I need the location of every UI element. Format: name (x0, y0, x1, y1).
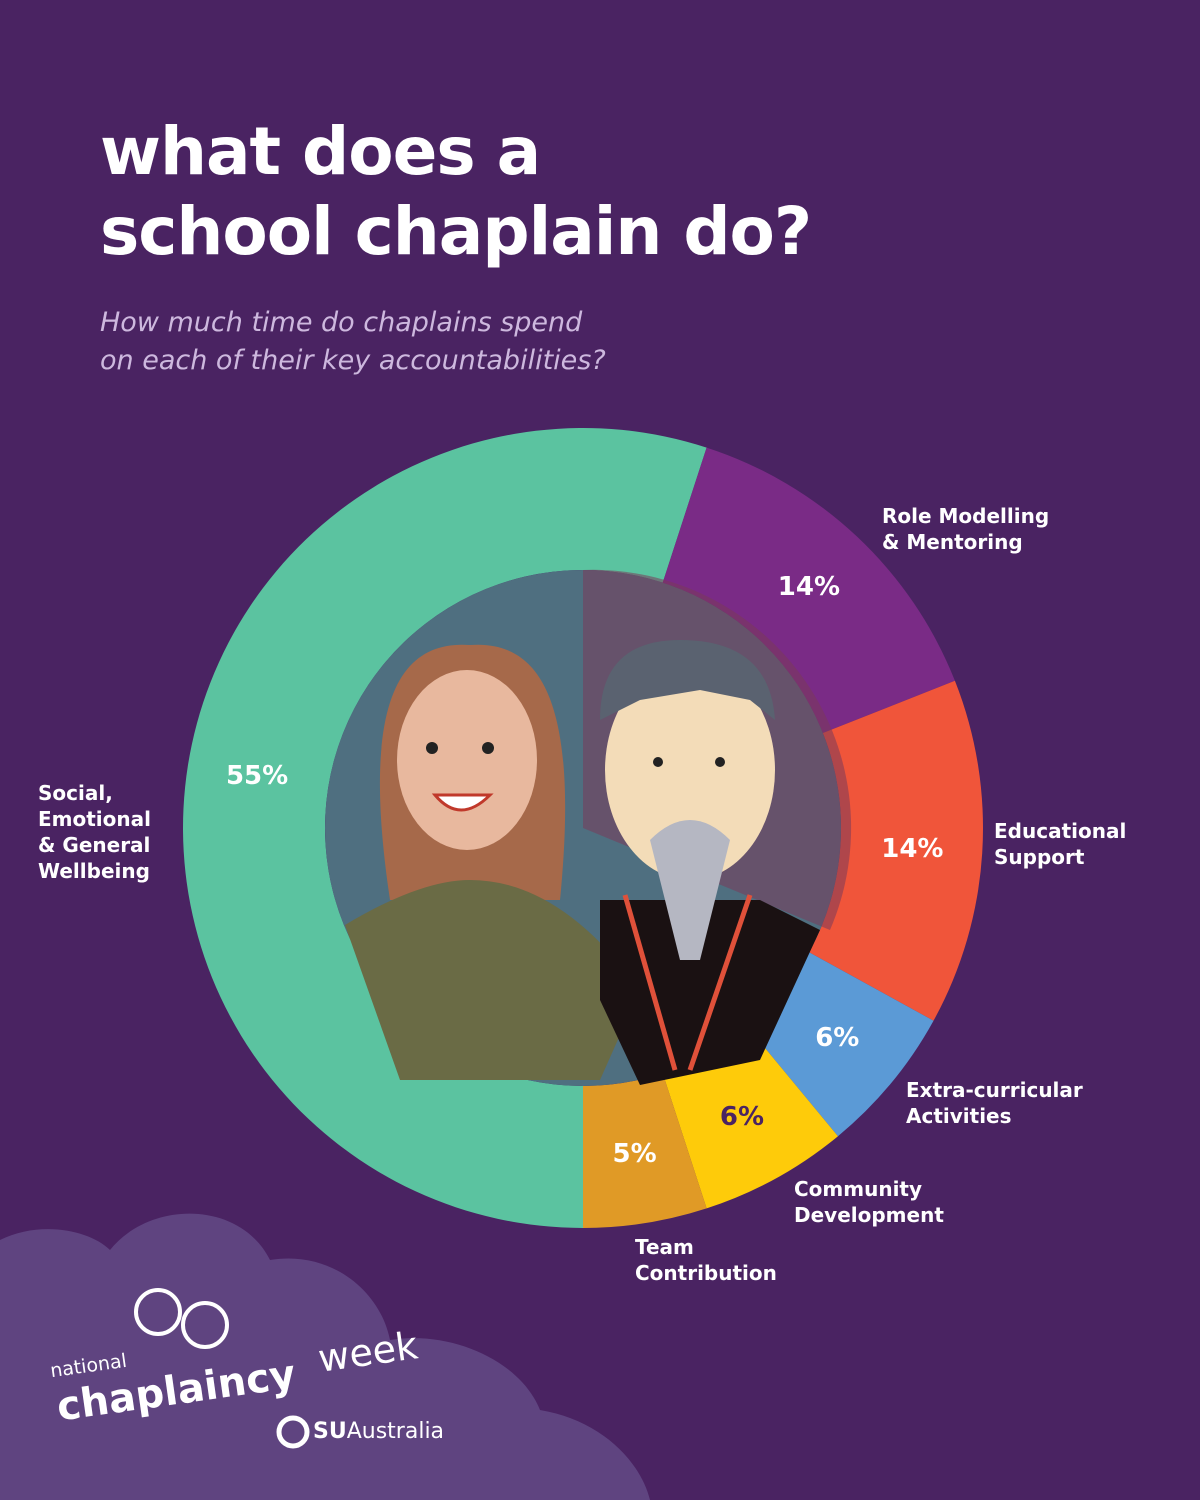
value-label: 6% (719, 1102, 765, 1133)
slice (583, 1073, 707, 1228)
brand-bold: SU (313, 1419, 347, 1444)
donut (182, 427, 983, 1228)
category-label: Educational Support (994, 819, 1127, 869)
title: what does a school chaplain do? (100, 113, 812, 270)
value-label: 55% (225, 761, 289, 792)
slice (662, 1026, 838, 1209)
value-label: 6% (815, 1023, 860, 1054)
category-label: Social, Emotional & General Wellbeing (38, 781, 151, 883)
slice (182, 427, 707, 1228)
slice (809, 680, 983, 1021)
subtitle: How much time do chaplains spend on each… (100, 307, 606, 376)
brand-name: Australia (346, 1419, 445, 1444)
category-label: Community Development (794, 1177, 944, 1227)
cloud (0, 1213, 650, 1500)
illustration (325, 569, 852, 1086)
value-label: 14% (777, 572, 841, 603)
value-label: 14% (881, 833, 944, 864)
value-label: 5% (612, 1138, 657, 1169)
logo (134, 1288, 310, 1449)
category-label: Extra-curricular Activities (906, 1078, 1083, 1128)
brand-text: SUAustralia (313, 1419, 444, 1444)
slice (662, 447, 955, 734)
category-label: Team Contribution (635, 1235, 777, 1285)
slice (747, 952, 934, 1137)
category-label: Role Modelling & Mentoring (882, 504, 1050, 554)
